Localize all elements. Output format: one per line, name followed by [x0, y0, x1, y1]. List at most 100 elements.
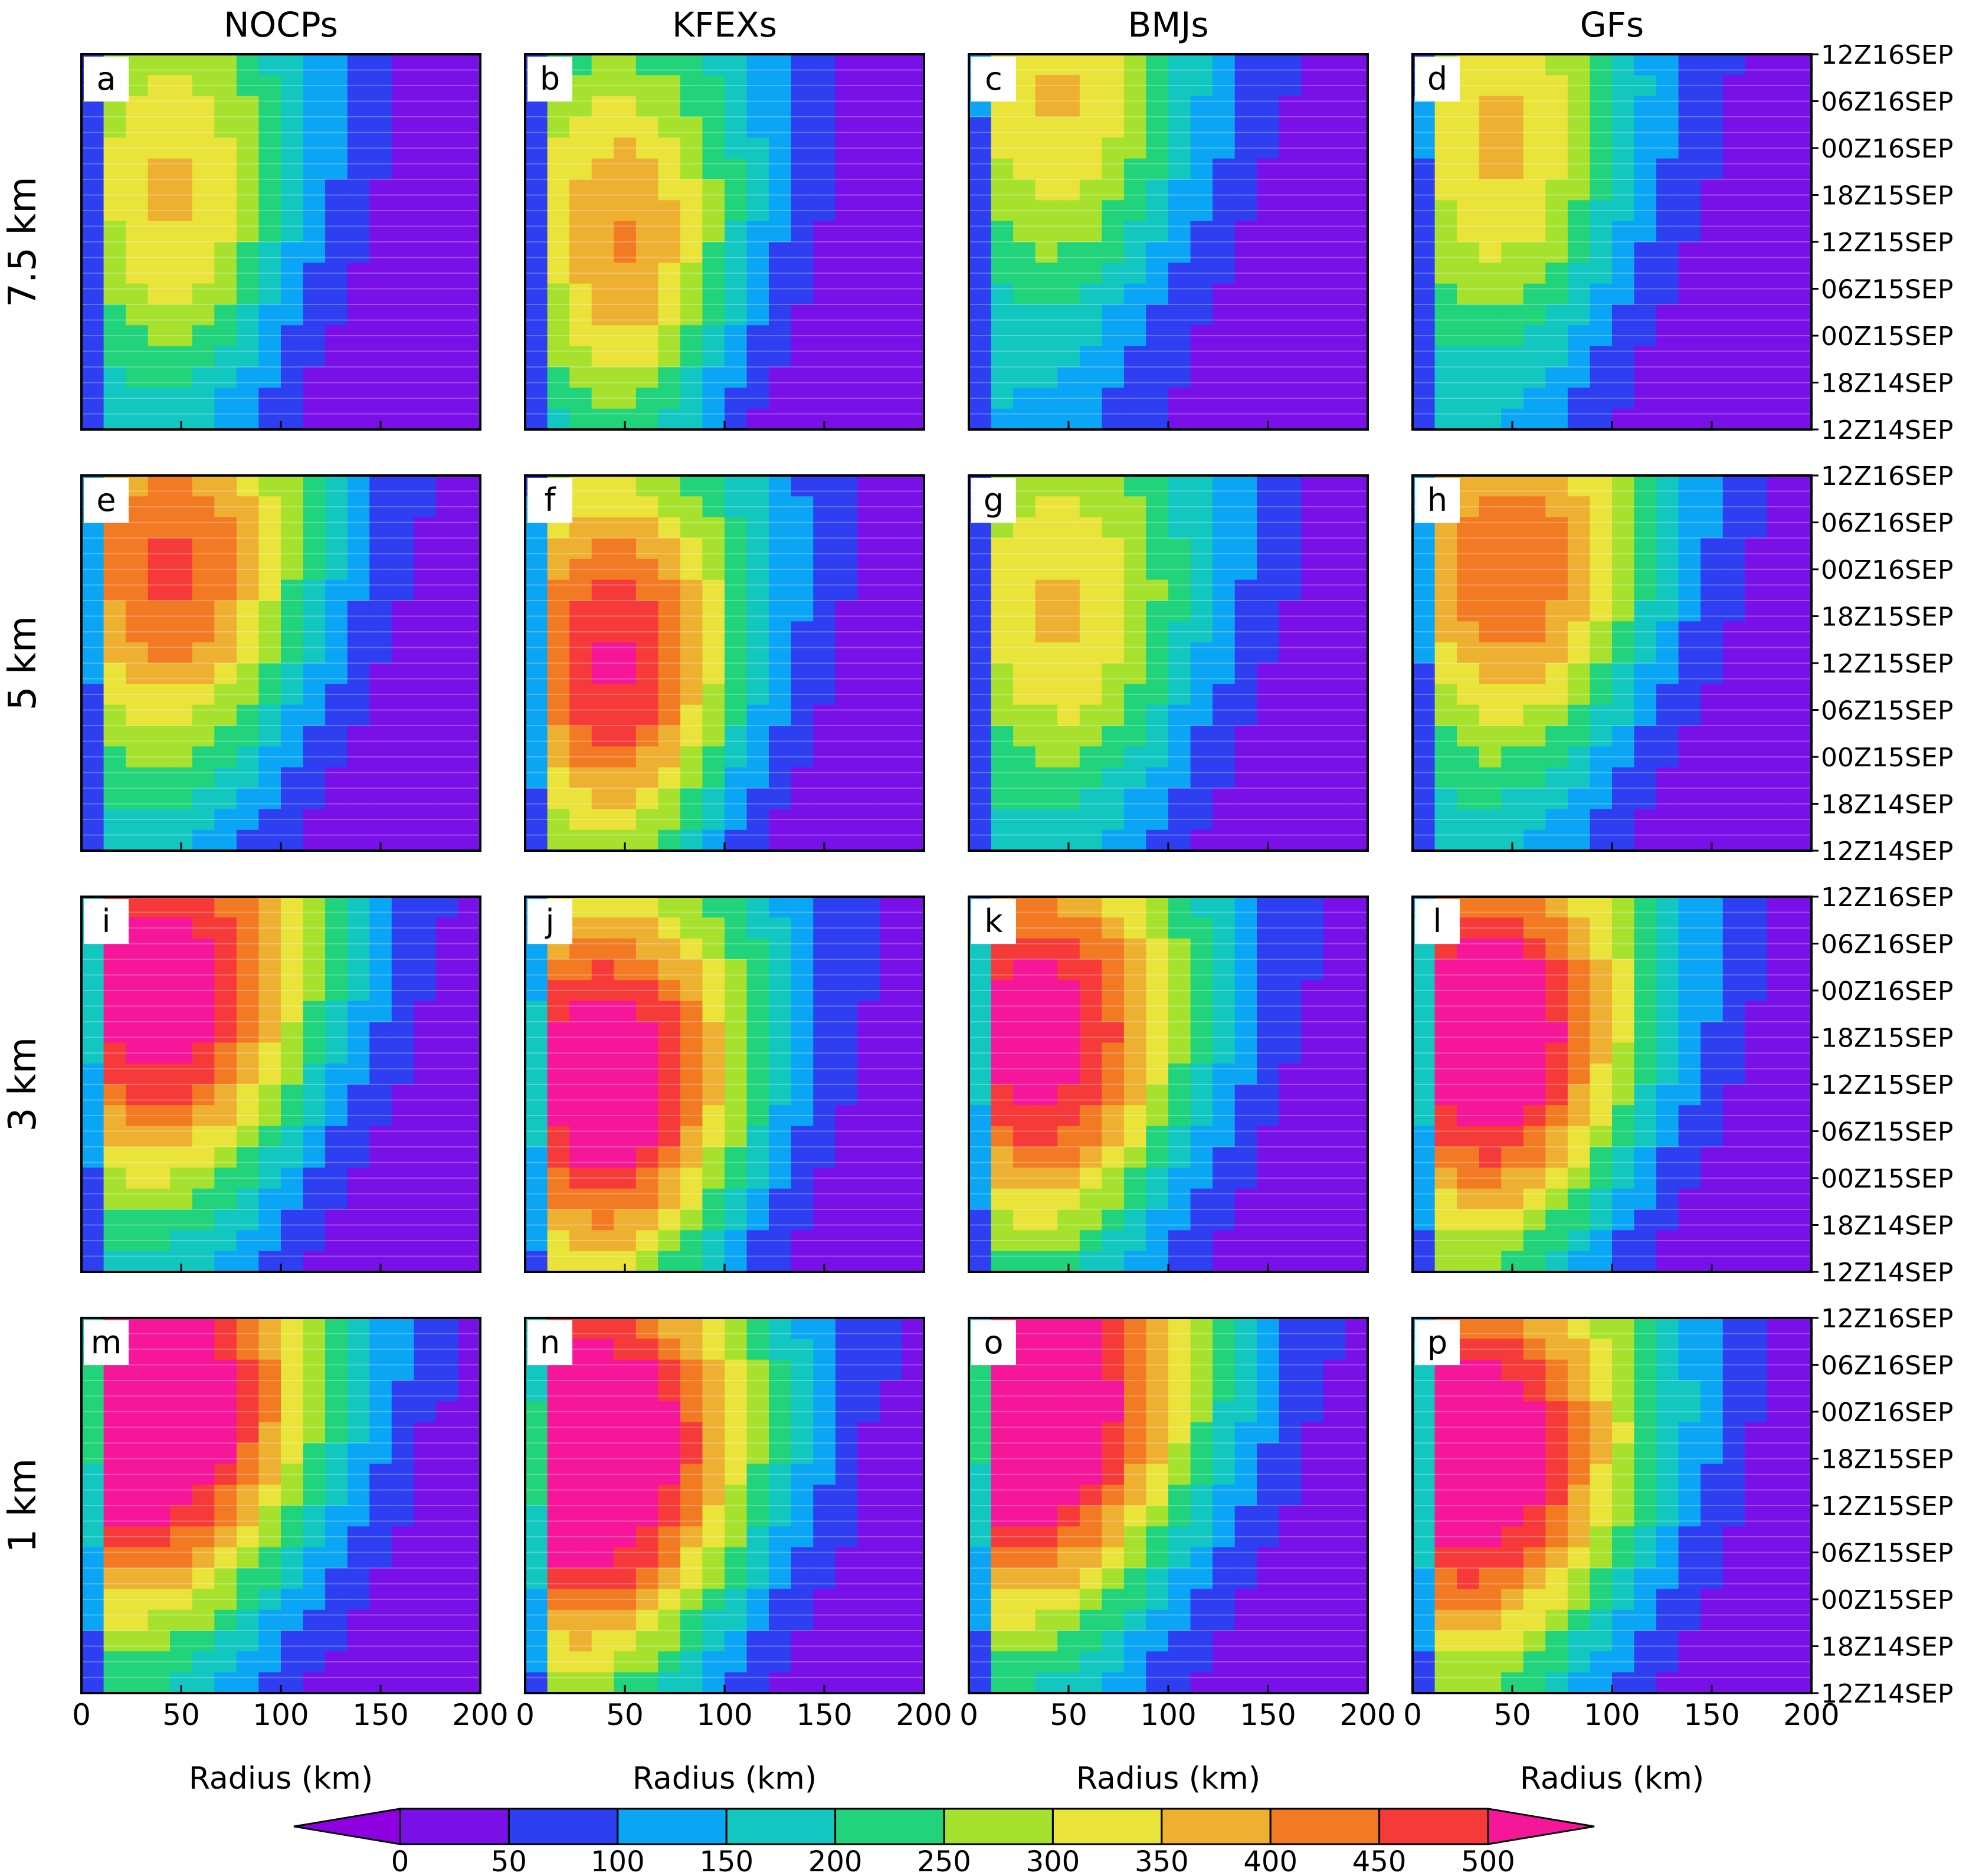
cell	[1413, 601, 1436, 622]
cell	[1656, 663, 1679, 685]
cell	[1701, 475, 1724, 497]
cell	[857, 663, 880, 685]
cell	[1678, 1022, 1702, 1044]
cell	[969, 1126, 992, 1147]
cell	[635, 1506, 659, 1527]
cell	[258, 642, 281, 664]
cell	[1722, 1209, 1746, 1231]
cell	[1479, 767, 1502, 789]
cell	[1257, 1084, 1280, 1106]
cell	[902, 54, 924, 76]
cell	[791, 1188, 814, 1210]
cell	[1257, 959, 1280, 981]
cell	[1079, 54, 1103, 76]
cell	[835, 1506, 859, 1527]
cell	[658, 621, 681, 643]
cell	[591, 1589, 615, 1611]
cell	[303, 1084, 326, 1106]
cell	[1146, 746, 1169, 768]
cell	[126, 496, 149, 518]
cell	[1013, 408, 1036, 429]
cell	[1057, 388, 1080, 409]
cell	[236, 221, 260, 242]
cell	[1168, 283, 1191, 305]
cell	[1234, 684, 1258, 706]
cell	[391, 1672, 415, 1693]
cell	[879, 684, 903, 706]
cell	[170, 1318, 193, 1340]
cell	[1701, 388, 1724, 409]
cell	[1678, 1167, 1702, 1189]
cell	[126, 1001, 149, 1022]
cell	[769, 621, 792, 643]
cell	[126, 1401, 149, 1423]
column-title: KFEXs	[672, 5, 777, 45]
cell	[192, 75, 215, 97]
cell	[170, 1651, 193, 1673]
cell	[725, 663, 748, 685]
cell	[1523, 325, 1546, 347]
cell	[1501, 346, 1524, 368]
cell	[614, 1147, 637, 1169]
cell	[414, 1568, 437, 1590]
cell	[1257, 1126, 1280, 1147]
cell	[170, 137, 193, 159]
cell	[1413, 408, 1436, 429]
cell	[791, 788, 814, 810]
cell	[1678, 917, 1702, 939]
cell	[1035, 517, 1059, 539]
cell	[1457, 538, 1480, 560]
cell	[325, 263, 348, 284]
cell	[1234, 938, 1258, 960]
cell	[725, 1230, 748, 1252]
cell	[1323, 1251, 1346, 1272]
cell	[1102, 1147, 1125, 1169]
cell	[702, 1380, 725, 1402]
cell	[391, 1188, 415, 1210]
cell	[391, 1022, 415, 1044]
cell	[126, 959, 149, 981]
cell	[525, 408, 548, 429]
cell	[1146, 788, 1169, 810]
cell	[769, 325, 792, 347]
cell	[879, 367, 903, 389]
cell	[725, 959, 748, 981]
cell	[879, 1230, 903, 1252]
cell	[569, 1484, 592, 1506]
cell	[1678, 96, 1702, 117]
cell	[1190, 726, 1213, 747]
cell	[258, 1251, 281, 1272]
cell	[835, 726, 859, 747]
cell	[81, 1167, 104, 1189]
cell	[435, 1609, 459, 1631]
cell	[658, 304, 681, 326]
cell	[635, 1209, 659, 1231]
cell	[258, 221, 281, 242]
cell	[1301, 1251, 1324, 1272]
cell	[258, 1484, 281, 1506]
cell	[569, 137, 592, 159]
cell	[170, 1339, 193, 1360]
cell	[547, 1651, 570, 1673]
cell	[1567, 684, 1591, 706]
cell	[879, 1464, 903, 1485]
cell	[1434, 559, 1457, 580]
cell	[879, 1084, 903, 1106]
cell	[1413, 388, 1436, 409]
cell	[1234, 96, 1258, 117]
cell	[1457, 283, 1480, 305]
cell	[1457, 917, 1480, 939]
cell	[525, 1380, 548, 1402]
cell	[614, 117, 637, 139]
cell	[458, 1084, 480, 1106]
cell	[1057, 601, 1080, 622]
cell	[835, 538, 859, 560]
cell	[192, 1568, 215, 1590]
cell	[103, 242, 126, 264]
cell	[258, 1147, 281, 1169]
cell	[658, 726, 681, 747]
cell	[591, 829, 615, 851]
cell	[525, 1609, 548, 1631]
cell	[1123, 1251, 1147, 1272]
cell	[369, 1443, 392, 1465]
